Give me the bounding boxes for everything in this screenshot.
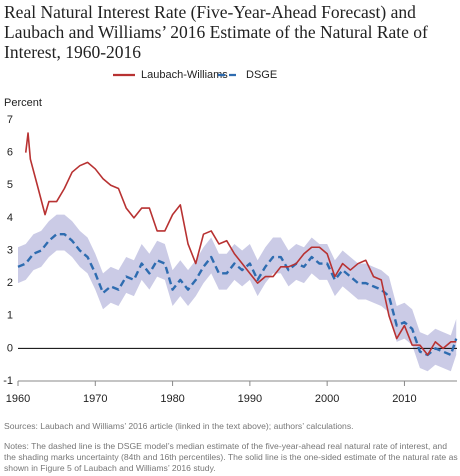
y-tick-label: 1 (7, 310, 13, 322)
y-tick-label: 0 (7, 342, 13, 354)
x-tick-label: 1980 (160, 393, 184, 405)
series-line (24, 132, 457, 356)
legend-label: Laubach-Williams (141, 69, 228, 81)
sources: Sources: Laubach and Williams’ 2016 arti… (4, 421, 354, 431)
y-tick-label: 5 (7, 179, 13, 191)
x-tick-label: 1970 (83, 393, 107, 405)
y-tick-label: 6 (7, 147, 13, 159)
chart-title: Real Natural Interest Rate (Five-Year-Ah… (4, 2, 428, 62)
y-tick-label: 2 (7, 277, 13, 289)
x-tick-label: 1960 (6, 393, 30, 405)
chart: Percent -1 0 1 2 3 4 5 6 7 1960 1970 1980 1990 2000 20… (3, 69, 458, 405)
x-tick-label: 1990 (238, 393, 262, 405)
y-tick-label: 3 (7, 244, 13, 256)
y-tick-label: -1 (3, 375, 13, 387)
legend-label: DSGE (246, 69, 277, 81)
uncertainty-band (18, 214, 457, 372)
y-tick-label: 7 (7, 114, 13, 126)
x-tick-label: 2000 (315, 393, 339, 405)
series-line (17, 232, 458, 357)
y-tick-label: 4 (7, 212, 13, 224)
y-axis-label: Percent (4, 97, 42, 109)
x-tick-label: 2010 (392, 393, 416, 405)
notes: Notes: The dashed line is the DSGE model… (4, 441, 458, 473)
